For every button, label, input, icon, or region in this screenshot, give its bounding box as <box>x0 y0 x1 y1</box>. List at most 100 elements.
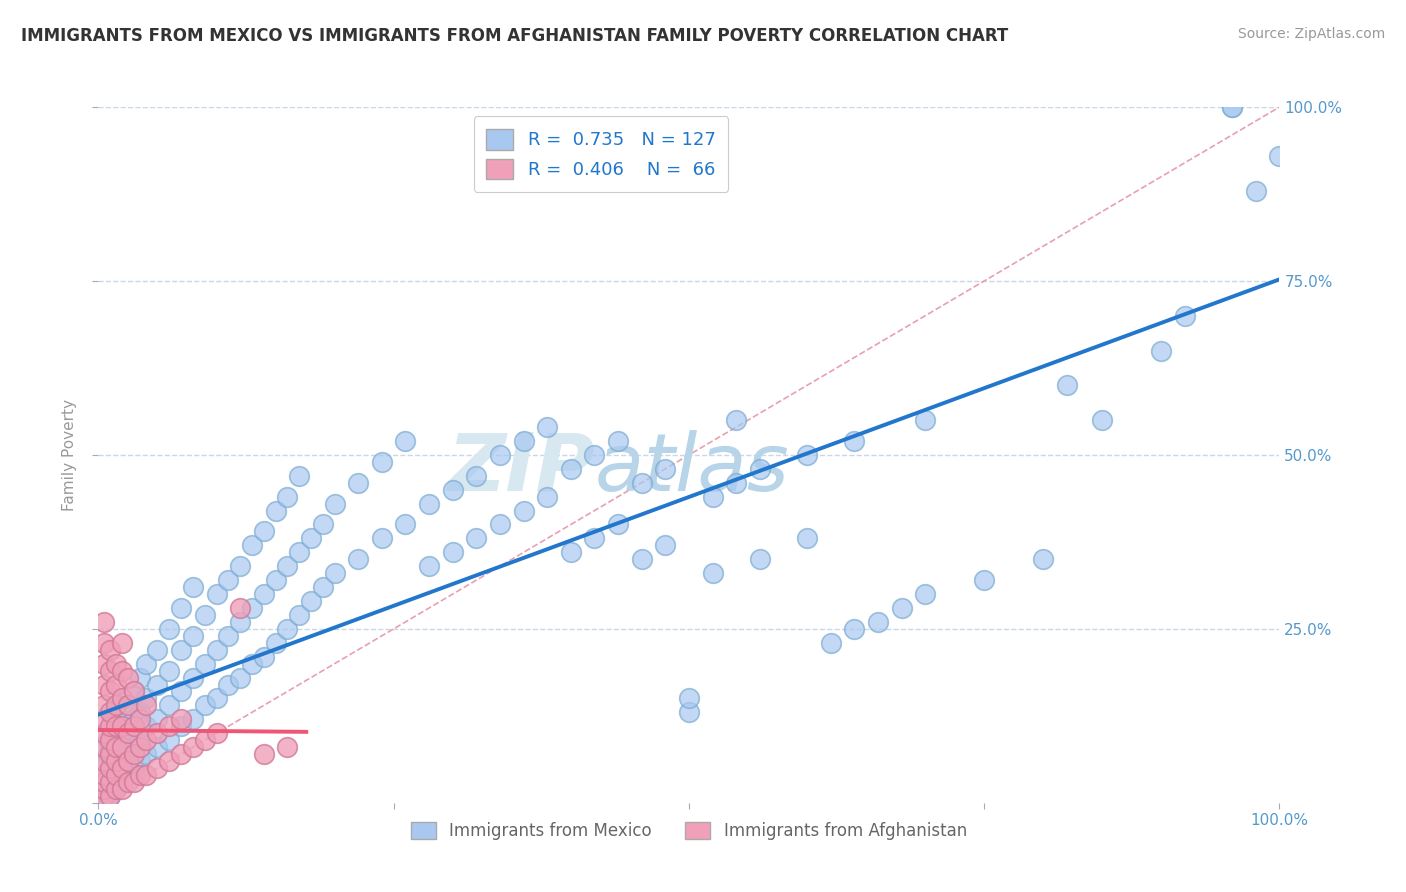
Point <box>253 524 276 539</box>
Point <box>607 434 630 448</box>
Point <box>117 698 139 713</box>
Point <box>288 607 311 622</box>
Point <box>181 629 204 643</box>
Point <box>98 747 121 761</box>
Point <box>347 475 370 490</box>
Point <box>583 532 606 546</box>
Point <box>105 768 128 782</box>
Point <box>194 698 217 713</box>
Point <box>135 691 157 706</box>
Point <box>1220 100 1243 114</box>
Point <box>122 747 145 761</box>
Point <box>276 490 298 504</box>
Point <box>111 761 134 775</box>
Point <box>536 490 558 504</box>
Point <box>93 740 115 755</box>
Point <box>105 726 128 740</box>
Point <box>122 712 145 726</box>
Point <box>93 781 115 796</box>
Point <box>170 601 193 615</box>
Point <box>98 775 121 789</box>
Point <box>264 503 287 517</box>
Point <box>105 657 128 671</box>
Point <box>347 552 370 566</box>
Point <box>394 517 416 532</box>
Point <box>240 601 263 615</box>
Point <box>844 434 866 448</box>
Point <box>418 497 440 511</box>
Point <box>844 622 866 636</box>
Point <box>135 698 157 713</box>
Point <box>890 601 912 615</box>
Point <box>105 740 128 755</box>
Point <box>97 733 120 747</box>
Point <box>299 532 322 546</box>
Point <box>170 712 193 726</box>
Point <box>97 768 120 782</box>
Point <box>111 691 134 706</box>
Point <box>98 775 121 789</box>
Point <box>441 483 464 497</box>
Point <box>98 761 121 775</box>
Point <box>108 775 131 789</box>
Point <box>205 691 228 706</box>
Point <box>122 775 145 789</box>
Point <box>128 740 150 755</box>
Point <box>276 559 298 574</box>
Point <box>93 754 115 768</box>
Point <box>93 657 115 671</box>
Point <box>146 677 169 691</box>
Point <box>111 740 134 755</box>
Point <box>122 740 145 755</box>
Point <box>654 538 676 552</box>
Point <box>117 671 139 685</box>
Point <box>111 761 134 775</box>
Point <box>157 754 180 768</box>
Point <box>135 719 157 733</box>
Point <box>489 517 512 532</box>
Point <box>1091 413 1114 427</box>
Point <box>194 607 217 622</box>
Point <box>181 712 204 726</box>
Point <box>194 657 217 671</box>
Point <box>170 747 193 761</box>
Point <box>205 726 228 740</box>
Point <box>170 684 193 698</box>
Point <box>146 712 169 726</box>
Point <box>122 719 145 733</box>
Point <box>157 719 180 733</box>
Point <box>135 657 157 671</box>
Text: Source: ZipAtlas.com: Source: ZipAtlas.com <box>1237 27 1385 41</box>
Point <box>229 615 252 629</box>
Point <box>101 733 124 747</box>
Point <box>146 740 169 755</box>
Point <box>678 691 700 706</box>
Point <box>128 754 150 768</box>
Point <box>796 448 818 462</box>
Point <box>371 532 394 546</box>
Point <box>93 754 115 768</box>
Point <box>371 455 394 469</box>
Point <box>253 747 276 761</box>
Point <box>240 538 263 552</box>
Point <box>217 573 239 587</box>
Point <box>105 719 128 733</box>
Point <box>205 642 228 657</box>
Point <box>98 789 121 803</box>
Point <box>489 448 512 462</box>
Point <box>117 726 139 740</box>
Point <box>98 706 121 720</box>
Point <box>93 636 115 650</box>
Point <box>117 726 139 740</box>
Point <box>101 754 124 768</box>
Point <box>111 740 134 755</box>
Point <box>288 468 311 483</box>
Point <box>748 462 770 476</box>
Point <box>418 559 440 574</box>
Point <box>98 789 121 803</box>
Point <box>512 503 534 517</box>
Point <box>654 462 676 476</box>
Point <box>820 636 842 650</box>
Point <box>240 657 263 671</box>
Point <box>276 740 298 755</box>
